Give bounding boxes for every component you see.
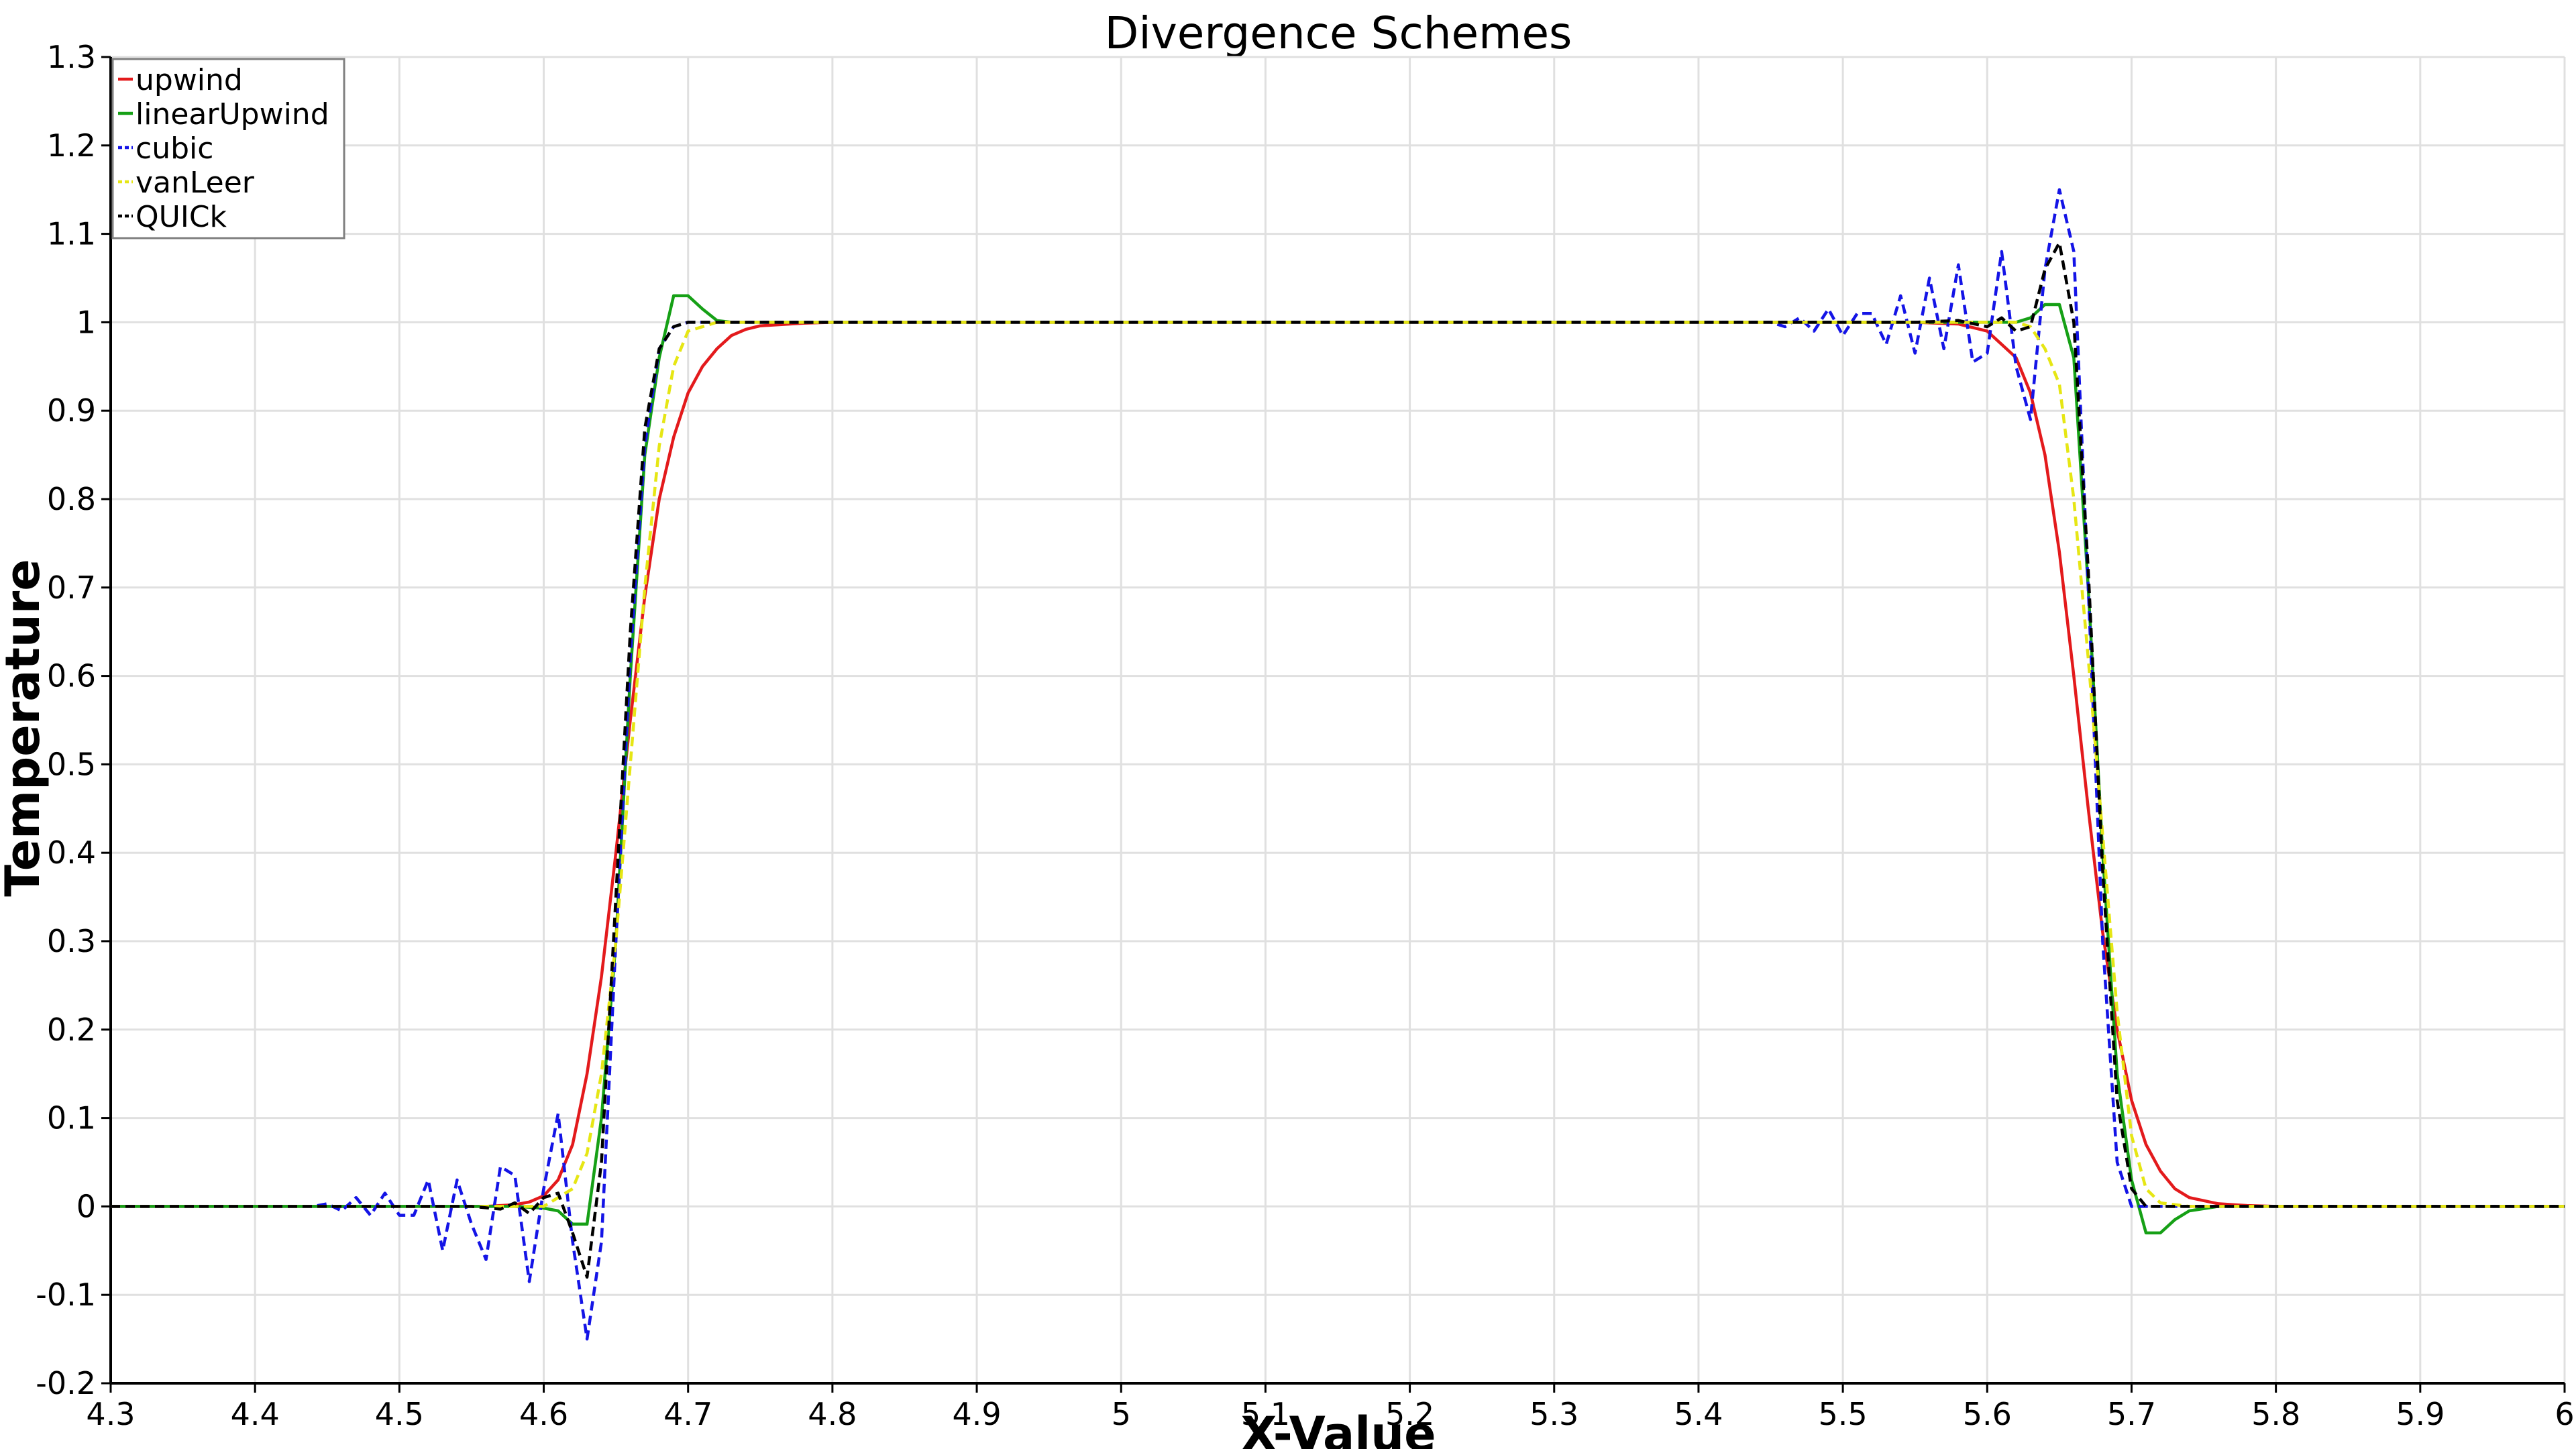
y-tick-label: 0.7 — [47, 570, 96, 606]
x-tick-label: 5.4 — [1674, 1396, 1723, 1432]
y-tick-label: -0.1 — [36, 1277, 96, 1313]
x-tick-label: 4.7 — [663, 1396, 712, 1432]
legend-label-linearupwind: linearUpwind — [136, 97, 329, 131]
y-tick-label: 0.8 — [47, 481, 96, 517]
y-tick-label: 0.5 — [47, 746, 96, 782]
y-tick-label: 0.3 — [47, 923, 96, 959]
axes — [101, 56, 2566, 1393]
legend-label-quick: QUICk — [136, 200, 227, 234]
legend-label-vanleer: vanLeer — [136, 166, 255, 200]
chart-title: Divergence Schemes — [1105, 7, 1572, 59]
y-tick-label: 0.1 — [47, 1100, 96, 1136]
x-tick-label: 6 — [2555, 1396, 2574, 1432]
x-tick-label: 4.8 — [808, 1396, 857, 1432]
x-tick-label: 5 — [1112, 1396, 1131, 1432]
x-tick-label: 5.8 — [2251, 1396, 2300, 1432]
y-tick-label: 1.3 — [47, 39, 96, 75]
y-tick-label: 0.2 — [47, 1012, 96, 1048]
y-tick-label: 0.6 — [47, 658, 96, 694]
x-tick-label: 5.5 — [1819, 1396, 1868, 1432]
x-tick-label: 4.6 — [519, 1396, 568, 1432]
y-axis-title: Temperature — [0, 559, 50, 897]
y-tick-label: 1.2 — [47, 127, 96, 164]
x-tick-label: 4.4 — [231, 1396, 280, 1432]
x-axis-title: X-Value — [1240, 1407, 1436, 1449]
y-tick-label: -0.2 — [36, 1365, 96, 1401]
x-tick-label: 5.2 — [1385, 1396, 1434, 1432]
series-lines — [111, 188, 2565, 1341]
tick-labels: 4.3 4.4 4.5 4.6 4.7 4.8 4.9 5 5.1 5.2 5.3 5.4 5.5 5.6… — [36, 39, 2574, 1432]
y-tick-label: 0.9 — [47, 392, 96, 429]
legend-label-cubic: cubic — [136, 131, 213, 166]
x-tick-label: 5.1 — [1241, 1396, 1290, 1432]
legend-box — [111, 58, 345, 239]
grid — [109, 56, 2566, 1385]
x-tick-label: 5.9 — [2396, 1396, 2445, 1432]
x-tick-label: 5.7 — [2107, 1396, 2156, 1432]
x-tick-label: 5.6 — [1963, 1396, 2012, 1432]
legend-label-upwind: upwind — [136, 63, 243, 97]
y-tick-label: 1 — [76, 304, 96, 340]
x-tick-label: 4.3 — [86, 1396, 135, 1432]
y-tick-label: 1.1 — [47, 216, 96, 252]
series-line-quick — [111, 241, 2565, 1279]
x-tick-label: 5.3 — [1529, 1396, 1578, 1432]
y-tick-label: 0.4 — [47, 835, 96, 871]
y-tick-label: 0 — [76, 1188, 96, 1224]
x-tick-label: 4.5 — [375, 1396, 424, 1432]
x-tick-label: 4.9 — [952, 1396, 1001, 1432]
series-line-vanleer — [111, 321, 2565, 1208]
